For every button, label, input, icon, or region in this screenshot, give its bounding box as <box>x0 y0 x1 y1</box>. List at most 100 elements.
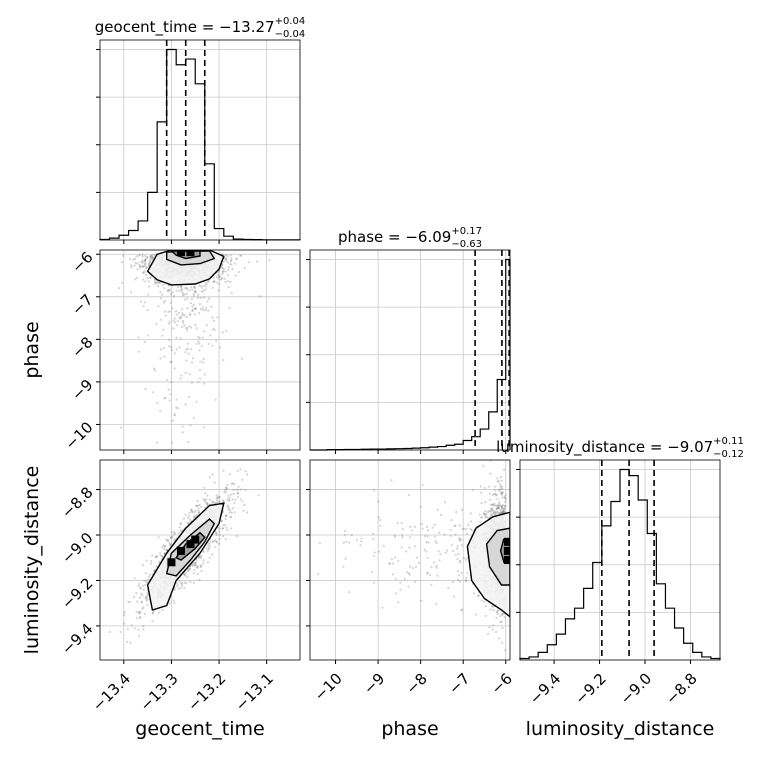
title-main: phase = −6.09 <box>338 228 451 246</box>
y-tick-label-luminosity_distance: −9.2 <box>58 574 96 612</box>
title-plus-error: +0.04 <box>275 16 306 27</box>
scatter-point <box>179 529 182 532</box>
scatter-point <box>138 253 142 256</box>
scatter-point <box>178 526 181 529</box>
scatter-point <box>142 606 145 609</box>
density-core-1 <box>503 546 510 555</box>
scatter-point <box>400 546 403 549</box>
scatter-point <box>372 555 376 558</box>
scatter-point <box>221 527 224 530</box>
scatter-point <box>170 543 173 546</box>
scatter-point <box>481 516 484 519</box>
scatter-point <box>168 602 171 605</box>
scatter-point <box>156 280 159 284</box>
scatter-point <box>148 259 151 262</box>
scatter-point <box>498 511 501 515</box>
scatter-point <box>228 496 231 499</box>
scatter-point <box>162 346 165 350</box>
scatter-point <box>435 541 438 545</box>
scatter-point <box>222 500 225 503</box>
scatter-point <box>189 302 192 305</box>
scatter-point <box>450 519 453 522</box>
scatter-point <box>195 342 198 345</box>
scatter-point <box>503 504 506 508</box>
scatter-point <box>409 565 412 568</box>
scatter-point <box>461 508 464 511</box>
scatter-point <box>350 534 353 537</box>
scatter-point <box>214 539 217 542</box>
scatter-point <box>188 395 191 398</box>
scatter-point <box>458 537 461 540</box>
scatter-point <box>150 257 153 260</box>
scatter-point <box>396 522 399 525</box>
scatter-point <box>484 605 487 608</box>
scatter-point <box>151 620 154 623</box>
scatter-point <box>485 614 488 617</box>
scatter-point <box>198 555 201 558</box>
scatter-point <box>136 276 139 279</box>
scatter-point <box>142 588 145 591</box>
scatter-point <box>186 521 189 525</box>
scatter-point <box>154 369 157 372</box>
scatter-point <box>137 612 140 615</box>
scatter-point <box>143 259 146 262</box>
scatter-point <box>484 516 487 519</box>
scatter-point <box>197 509 200 512</box>
scatter-point <box>194 323 197 327</box>
scatter-point <box>162 544 165 547</box>
scatter-point <box>218 534 221 537</box>
scatter-point <box>199 360 202 363</box>
scatter-point <box>453 524 456 528</box>
scatter-point <box>136 268 139 271</box>
scatter-point <box>144 265 147 268</box>
scatter-point <box>161 293 164 296</box>
scatter-point <box>155 565 158 568</box>
scatter-point <box>135 611 138 614</box>
scatter-point <box>245 511 249 514</box>
scatter-point <box>497 507 500 510</box>
density-core-1 <box>186 250 195 257</box>
scatter-point <box>497 504 500 507</box>
scatter-point <box>407 572 410 575</box>
x-tick-label-luminosity_distance: −9.4 <box>526 670 564 708</box>
scatter-point <box>147 280 150 283</box>
scatter-point <box>178 289 181 292</box>
scatter-point <box>170 360 173 363</box>
scatter-point <box>180 285 183 288</box>
scatter-point <box>215 494 218 497</box>
scatter-point <box>142 271 145 275</box>
scatter-point <box>373 551 376 554</box>
scatter-point <box>144 254 147 257</box>
scatter-point <box>189 326 193 329</box>
scatter-point <box>146 578 149 581</box>
scatter-point <box>411 529 414 532</box>
density-core-2 <box>503 556 510 564</box>
scatter-point <box>186 326 189 329</box>
scatter-point <box>140 586 143 589</box>
scatter-point <box>491 509 494 512</box>
hist-frame <box>99 39 301 241</box>
scatter-point <box>207 548 210 551</box>
scatter-point <box>498 505 501 508</box>
scatter-point <box>161 608 164 612</box>
scatter-point <box>139 587 142 590</box>
scatter-point <box>194 505 197 508</box>
scatter-point <box>204 281 208 284</box>
scatter-point <box>149 276 152 279</box>
scatter-point <box>187 352 190 355</box>
scatter-point <box>176 320 180 323</box>
scatter-point <box>129 641 132 645</box>
scatter-point <box>140 601 143 604</box>
scatter-point <box>158 281 162 284</box>
scatter-point <box>501 641 504 644</box>
scatter-point <box>163 545 166 548</box>
scatter-point <box>162 328 165 331</box>
scatter-point <box>145 559 148 562</box>
scatter-point <box>200 505 203 508</box>
scatter-point <box>218 530 221 533</box>
scatter-point <box>224 280 227 283</box>
scatter-point <box>188 569 191 572</box>
scatter-point <box>151 256 154 259</box>
scatter-point <box>224 518 227 521</box>
scatter-point <box>154 555 157 559</box>
